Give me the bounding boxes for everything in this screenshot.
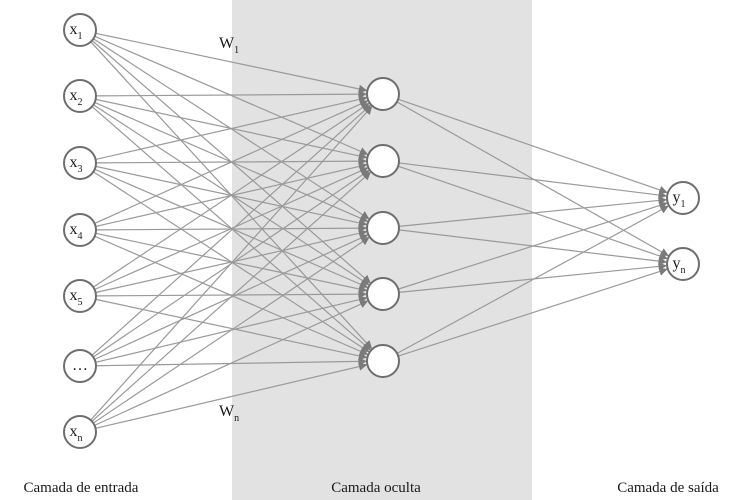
edge-input-7-hidden-3 <box>92 236 370 424</box>
edge-input-3-hidden-1 <box>95 95 368 161</box>
input-node-label-2: x2 <box>70 87 83 108</box>
connection-edges <box>90 32 669 429</box>
input-node-4 <box>63 213 97 247</box>
edge-input-1-hidden-1 <box>95 32 368 94</box>
edge-input-5-hidden-4 <box>95 289 367 299</box>
weight-label-last: Wn <box>219 403 239 424</box>
input-node-6 <box>63 349 97 383</box>
hidden-layer-label: Camada oculta <box>331 480 421 496</box>
edge-input-2-hidden-1 <box>95 89 367 99</box>
input-node-1 <box>63 13 97 47</box>
hidden-node-1 <box>366 77 400 111</box>
hidden-layer-band <box>232 0 532 500</box>
hidden-node-2 <box>366 144 400 178</box>
edge-input-5-hidden-1 <box>92 102 370 288</box>
input-layer-label: Camada de entrada <box>24 480 139 496</box>
input-node-5 <box>63 279 97 313</box>
output-node-label-2: yn <box>673 255 686 276</box>
input-node-label-4: x4 <box>70 221 83 242</box>
hidden-node-4 <box>366 277 400 311</box>
edge-hidden-3-output-1 <box>398 196 667 228</box>
edge-input-5-hidden-2 <box>94 167 369 291</box>
edge-hidden-5-output-1 <box>396 205 669 354</box>
output-node-2 <box>666 247 700 281</box>
input-node-3 <box>63 146 97 180</box>
input-node-label-5: x5 <box>70 287 83 308</box>
hidden-node-5 <box>366 344 400 378</box>
edge-input-7-hidden-4 <box>94 300 369 426</box>
edge-hidden-4-output-2 <box>398 262 667 294</box>
input-node-2 <box>63 79 97 113</box>
network-nodes: x1 x2 x3 x4 x5 … xn y1 yn <box>63 13 700 449</box>
edge-hidden-4-output-1 <box>398 201 668 290</box>
input-node-label-3: x3 <box>70 154 83 175</box>
edge-input-7-hidden-1 <box>90 106 373 421</box>
input-node-label-1: x1 <box>70 21 83 42</box>
edge-input-7-hidden-5 <box>95 362 368 429</box>
input-node-label-7: xn <box>70 423 83 444</box>
edge-hidden-2-output-1 <box>398 162 667 200</box>
edge-input-7-hidden-2 <box>91 171 371 422</box>
edge-hidden-1-output-1 <box>397 98 668 194</box>
input-node-7 <box>63 415 97 449</box>
output-layer-label: Camada de saída <box>617 480 719 496</box>
edge-input-5-hidden-5 <box>95 298 368 360</box>
hidden-node-3 <box>366 211 400 245</box>
edge-input-5-hidden-3 <box>95 229 368 294</box>
edge-hidden-5-output-2 <box>398 267 668 357</box>
edge-input-6-hidden-1 <box>91 104 371 356</box>
weight-label-first: W1 <box>219 35 239 56</box>
edge-input-4-hidden-1 <box>94 100 369 224</box>
output-node-label-1: y1 <box>673 189 686 210</box>
edge-hidden-2-output-2 <box>397 165 668 260</box>
input-node-label-6: … <box>72 357 88 374</box>
output-node-1 <box>666 181 700 215</box>
